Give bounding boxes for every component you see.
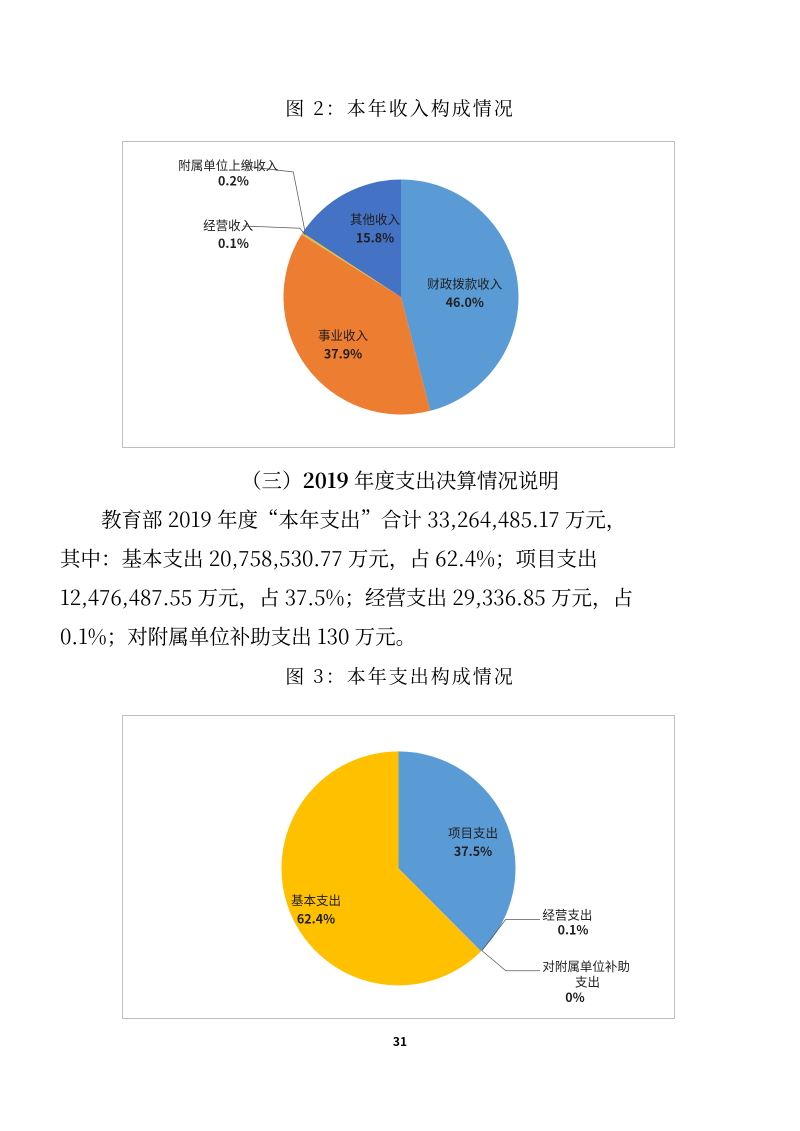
svg-text:项目支出: 项目支出 — [448, 823, 498, 842]
svg-text:0.1%: 0.1% — [558, 919, 589, 938]
svg-text:0%: 0% — [565, 987, 584, 1006]
svg-text:财政拨款收入: 财政拨款收入 — [427, 273, 503, 292]
svg-text:经营收入: 经营收入 — [203, 215, 254, 234]
svg-text:基本支出: 基本支出 — [291, 890, 341, 909]
svg-text:62.4%: 62.4% — [297, 909, 335, 928]
svg-text:事业收入: 事业收入 — [318, 325, 369, 344]
svg-text:其他收入: 其他收入 — [350, 209, 401, 228]
svg-text:37.9%: 37.9% — [324, 344, 362, 363]
svg-text:46.0%: 46.0% — [446, 292, 484, 311]
svg-text:0.2%: 0.2% — [218, 171, 249, 190]
svg-text:37.5%: 37.5% — [454, 841, 492, 860]
svg-text:0.1%: 0.1% — [218, 233, 249, 252]
svg-text:15.8%: 15.8% — [356, 228, 394, 247]
